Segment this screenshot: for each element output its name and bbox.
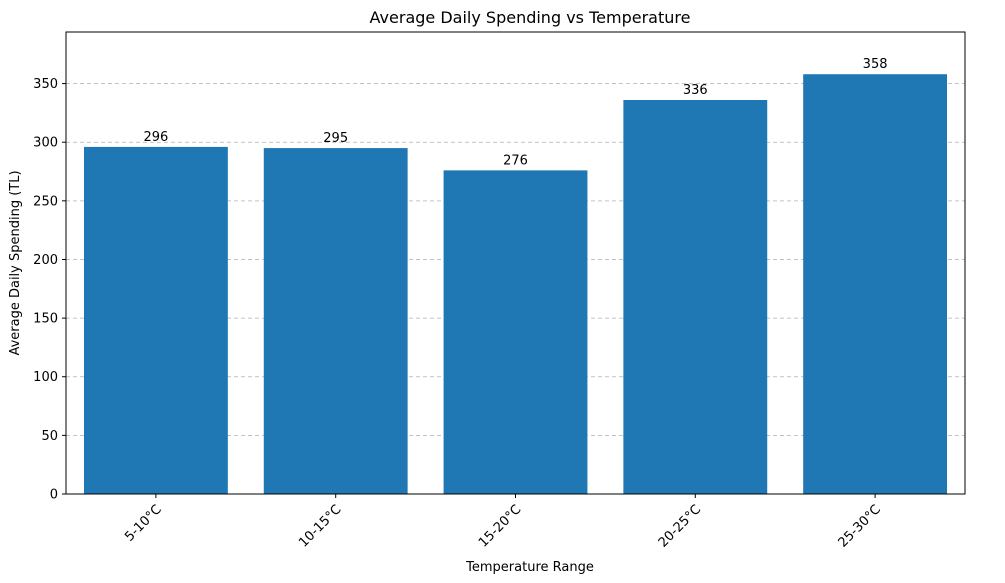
y-tick-label: 150 xyxy=(33,312,58,327)
y-tick-label: 300 xyxy=(33,136,58,151)
x-tick-label: 15-20°C xyxy=(476,502,524,550)
y-axis-label: Average Daily Spending (TL) xyxy=(8,170,23,355)
bar xyxy=(803,74,948,494)
bar-value-label: 295 xyxy=(323,131,348,146)
y-axis: 0 50 100 150 200 250 300 350 xyxy=(33,77,66,503)
bars xyxy=(83,74,948,495)
bar-value-label: 296 xyxy=(143,130,168,145)
y-tick-label: 200 xyxy=(33,253,58,268)
x-tick-label: 5-10°C xyxy=(122,502,164,544)
y-tick-label: 50 xyxy=(41,429,58,444)
y-tick-label: 100 xyxy=(33,370,58,385)
x-tick-label: 25-30°C xyxy=(836,502,884,550)
bar-value-label: 276 xyxy=(503,153,528,168)
bar-value-labels: 296 295 276 336 358 xyxy=(143,57,887,168)
bar-value-label: 358 xyxy=(863,57,888,72)
chart-title: Average Daily Spending vs Temperature xyxy=(370,8,691,27)
bar-value-label: 336 xyxy=(683,83,708,98)
y-tick-label: 0 xyxy=(50,488,58,503)
bar xyxy=(443,170,588,494)
x-tick-label: 20-25°C xyxy=(656,502,704,550)
x-tick-label: 10-15°C xyxy=(296,502,344,550)
y-tick-label: 250 xyxy=(33,194,58,209)
bar xyxy=(623,100,768,494)
x-axis-label: Temperature Range xyxy=(465,560,594,575)
bar xyxy=(83,146,228,495)
bar xyxy=(263,148,408,494)
y-tick-label: 350 xyxy=(33,77,58,92)
x-axis: 5-10°C 10-15°C 15-20°C 20-25°C 25-30°C xyxy=(122,494,884,551)
